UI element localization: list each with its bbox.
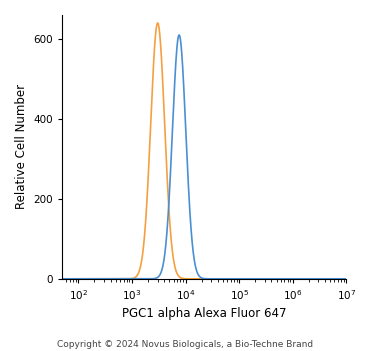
- X-axis label: PGC1 alpha Alexa Fluor 647: PGC1 alpha Alexa Fluor 647: [122, 307, 286, 320]
- Y-axis label: Relative Cell Number: Relative Cell Number: [15, 84, 28, 210]
- Text: Copyright © 2024 Novus Biologicals, a Bio-Techne Brand: Copyright © 2024 Novus Biologicals, a Bi…: [58, 340, 313, 349]
